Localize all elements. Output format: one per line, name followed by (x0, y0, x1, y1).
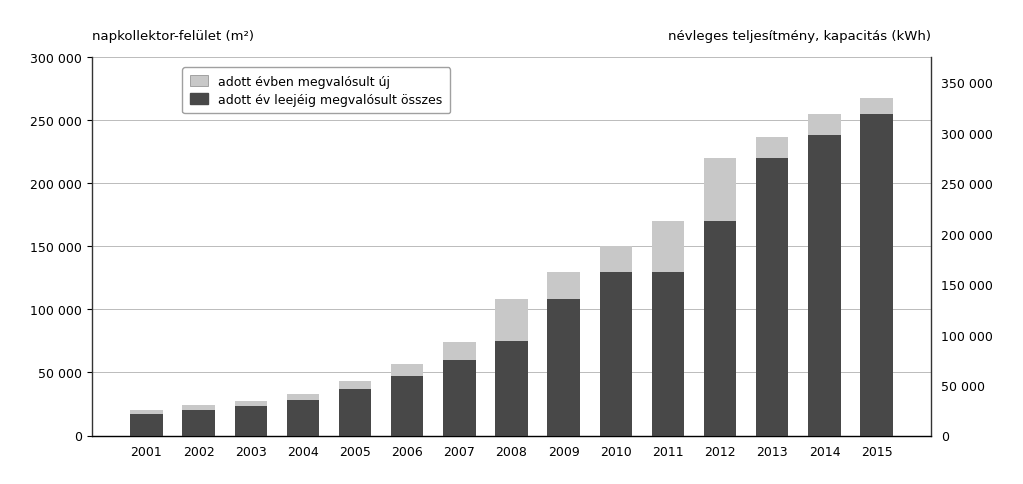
Bar (130, 410, 163, 414)
Bar (704, 222, 737, 436)
Bar (443, 360, 476, 436)
Bar (547, 300, 580, 436)
Bar (182, 406, 215, 410)
Bar (182, 410, 215, 436)
Bar (130, 414, 163, 436)
Bar (652, 272, 684, 436)
Bar (704, 159, 737, 222)
Bar (547, 272, 580, 300)
Bar (808, 136, 841, 436)
Bar (495, 300, 528, 341)
Bar (286, 400, 319, 436)
Legend: adott évben megvalósult új, adott év leejéig megvalósult összes: adott évben megvalósult új, adott év lee… (182, 68, 450, 114)
Bar (599, 272, 632, 436)
Bar (652, 222, 684, 272)
Bar (286, 394, 319, 400)
Bar (756, 159, 789, 436)
Bar (808, 115, 841, 136)
Bar (495, 341, 528, 436)
Bar (860, 115, 893, 436)
Bar (339, 389, 371, 436)
Text: napkollektor-felület (m²): napkollektor-felület (m²) (92, 30, 254, 43)
Bar (599, 247, 632, 272)
Bar (339, 381, 371, 389)
Bar (756, 137, 789, 159)
Bar (234, 402, 267, 407)
Bar (234, 407, 267, 436)
Bar (391, 377, 424, 436)
Bar (860, 98, 893, 115)
Text: névleges teljesítmény, kapacitás (kWh): névleges teljesítmény, kapacitás (kWh) (668, 30, 931, 43)
Bar (443, 343, 476, 360)
Bar (391, 364, 424, 377)
